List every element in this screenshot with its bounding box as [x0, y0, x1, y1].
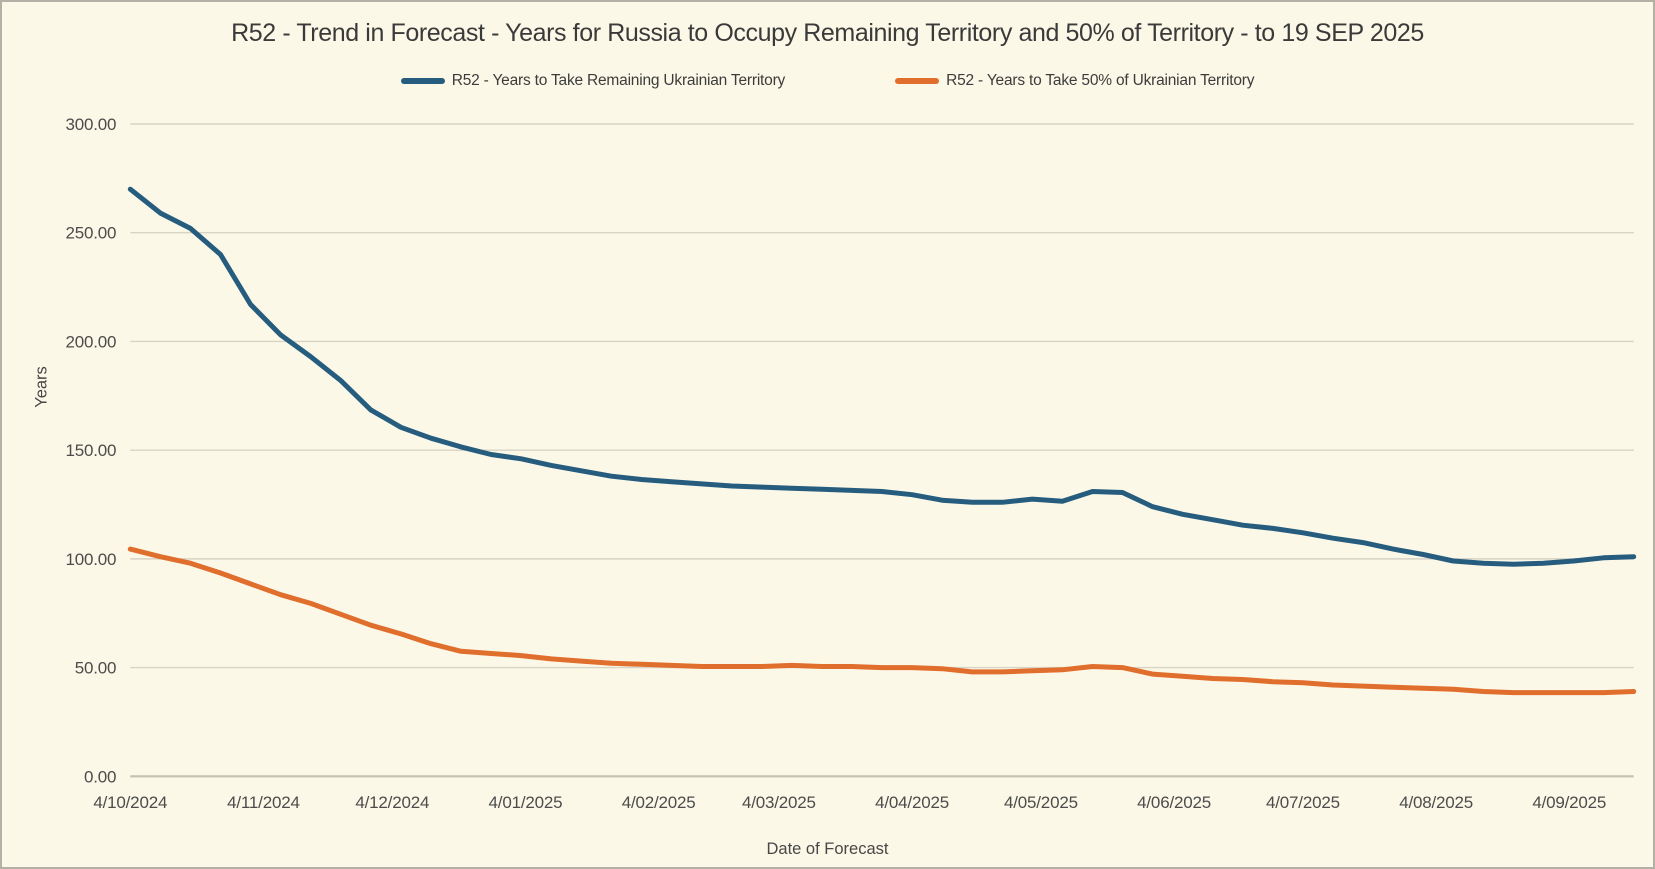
- legend-item-50pct-territory: R52 - Years to Take 50% of Ukrainian Ter…: [895, 72, 1254, 90]
- y-tick-label: 50.00: [75, 659, 117, 678]
- x-tick-label: 4/10/2024: [93, 793, 167, 812]
- x-tick-label: 4/01/2025: [489, 793, 563, 812]
- x-tick-label: 4/06/2025: [1137, 793, 1211, 812]
- legend-label-50pct-territory: R52 - Years to Take 50% of Ukrainian Ter…: [946, 72, 1255, 89]
- x-axis-title: Date of Forecast: [766, 840, 889, 858]
- x-tick-label: 4/04/2025: [875, 793, 949, 812]
- legend-label-remaining-territory: R52 - Years to Take Remaining Ukrainian …: [451, 72, 786, 89]
- legend-swatch-50pct-territory: [895, 78, 940, 84]
- x-tick-label: 4/02/2025: [622, 793, 696, 812]
- legend: R52 - Years to Take Remaining Ukrainian …: [2, 72, 1653, 90]
- x-tick-label: 4/03/2025: [742, 793, 816, 812]
- x-tick-label: 4/05/2025: [1004, 793, 1078, 812]
- series-line-0: [127, 186, 1637, 567]
- series-line-1: [127, 546, 1637, 696]
- y-tick-label: 100.00: [66, 550, 117, 569]
- y-tick-label: 0.00: [84, 767, 116, 786]
- y-axis-title: Years: [32, 366, 51, 408]
- y-tick-label: 250.00: [66, 224, 117, 243]
- x-tick-label: 4/08/2025: [1399, 793, 1473, 812]
- y-tick-label: 300.00: [66, 115, 117, 134]
- x-tick-label: 4/07/2025: [1266, 793, 1340, 812]
- chart-title: R52 - Trend in Forecast - Years for Russ…: [231, 19, 1424, 47]
- x-tick-label: 4/09/2025: [1532, 793, 1606, 812]
- x-tick-label: 4/12/2024: [355, 793, 429, 812]
- y-tick-label: 200.00: [66, 332, 117, 351]
- legend-item-remaining-territory: R52 - Years to Take Remaining Ukrainian …: [400, 72, 786, 90]
- x-tick-label: 4/11/2024: [227, 793, 300, 812]
- y-tick-label: 150.00: [66, 441, 117, 460]
- legend-swatch-remaining-territory: [400, 78, 445, 84]
